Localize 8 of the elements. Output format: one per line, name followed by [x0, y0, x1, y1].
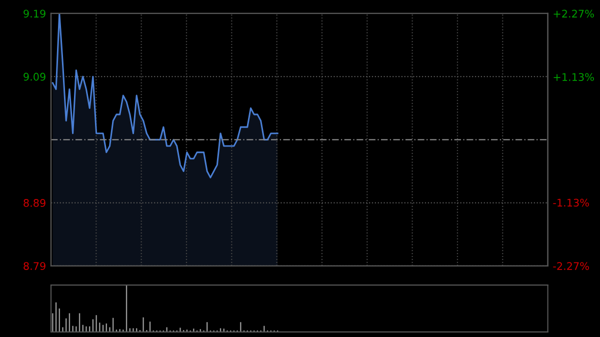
y-tick-label: 8.89 — [24, 199, 46, 207]
y-tick-label: 9.09 — [24, 72, 46, 81]
y-tick-label: 9.19 — [24, 10, 46, 18]
y2-tick-label: -2.27% — [553, 262, 589, 270]
y2-tick-label: +1.13% — [554, 73, 594, 81]
y-tick-label: 8.79 — [24, 262, 46, 270]
y2-tick-label: +2.27% — [554, 10, 594, 18]
y2-tick-label: -1.13% — [553, 198, 589, 207]
